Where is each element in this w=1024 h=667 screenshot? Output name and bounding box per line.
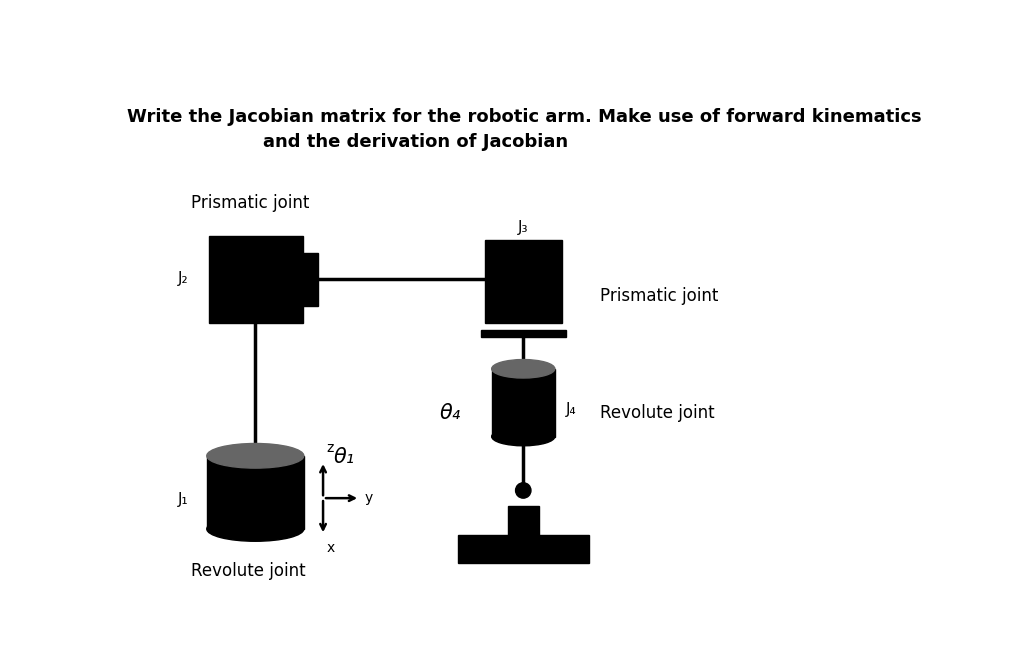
Bar <box>508 506 539 535</box>
Text: θ₄: θ₄ <box>439 403 461 423</box>
Text: and the derivation of Jacobian: and the derivation of Jacobian <box>263 133 568 151</box>
Bar <box>481 329 565 338</box>
Ellipse shape <box>207 444 304 468</box>
Text: J₂: J₂ <box>177 271 188 286</box>
Text: J₄: J₄ <box>565 402 577 417</box>
Text: Revolute joint: Revolute joint <box>190 562 305 580</box>
Bar <box>492 369 555 436</box>
Bar <box>458 535 589 563</box>
Text: x: x <box>326 541 335 555</box>
Bar <box>207 456 304 529</box>
Text: y: y <box>365 491 373 505</box>
Bar <box>209 236 303 323</box>
Bar <box>484 240 562 323</box>
Ellipse shape <box>492 360 555 378</box>
Text: z: z <box>326 441 334 455</box>
Bar <box>303 253 318 306</box>
Text: Revolute joint: Revolute joint <box>600 404 715 422</box>
Circle shape <box>515 483 531 498</box>
Text: Prismatic joint: Prismatic joint <box>190 194 309 212</box>
Text: θ₁: θ₁ <box>334 448 355 468</box>
Text: J₁: J₁ <box>177 492 188 507</box>
Ellipse shape <box>207 517 304 541</box>
Text: J₃: J₃ <box>518 220 528 235</box>
Text: Prismatic joint: Prismatic joint <box>600 287 719 305</box>
Ellipse shape <box>492 428 555 446</box>
Text: Write the Jacobian matrix for the robotic arm. Make use of forward kinematics: Write the Jacobian matrix for the roboti… <box>127 108 923 126</box>
